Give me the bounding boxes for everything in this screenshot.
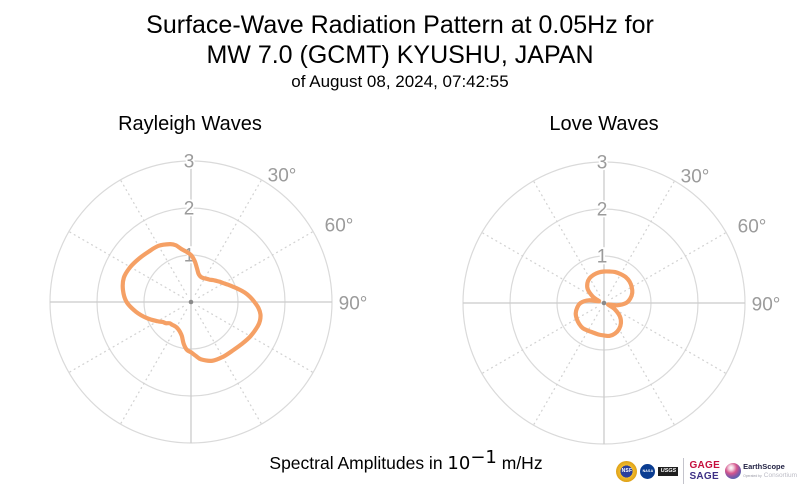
gage-sage-logo: GAGE SAGE <box>689 459 721 482</box>
usgs-logo: USGS <box>658 466 679 476</box>
dotted-spoke <box>198 305 314 374</box>
figure-title-line1: Surface-Wave Radiation Pattern at 0.05Hz… <box>146 11 654 39</box>
polar-axes: 1 2 3 30° 60° 90° <box>462 151 781 445</box>
nasa-logo: NASA <box>640 463 656 479</box>
earthscope-name: EarthScope <box>743 462 785 472</box>
earthscope-operated-by: Operated by <box>743 473 762 478</box>
polar-grid <box>49 160 333 444</box>
center-dot <box>188 299 194 305</box>
figure-title-line2: MW 7.0 (GCMT) KYUSHU, JAPAN <box>206 41 594 69</box>
love-plot-title: Love Waves <box>549 113 659 135</box>
dotted-spoke <box>119 309 188 425</box>
dotted-spoke <box>607 310 676 426</box>
love-polar-plot: 1 2 3 30° 60° 90° <box>424 123 784 483</box>
sage-logo-text: SAGE <box>689 470 719 482</box>
angle-tick-label: 30° <box>681 167 710 188</box>
dotted-spoke <box>198 230 314 299</box>
dotted-spoke <box>481 306 597 375</box>
center-dot <box>601 300 607 306</box>
angle-tick-label: 60° <box>325 216 354 237</box>
radial-tick-label: 3 <box>184 152 195 173</box>
rayleigh-polar-plot: 1 2 3 30° 60° 90° <box>11 122 371 482</box>
caption-suffix: m/Hz <box>496 453 543 473</box>
dotted-spoke <box>611 306 727 375</box>
amplitude-units-caption: Spectral Amplitudes in 10−1 m/Hz <box>0 447 800 474</box>
angle-tick-label: 60° <box>738 217 767 238</box>
dotted-spoke <box>194 179 263 295</box>
dotted-spoke <box>611 231 727 300</box>
dotted-spoke <box>532 310 601 426</box>
earthscope-logo: EarthScope Operated by Consortium <box>725 463 797 479</box>
dotted-spoke <box>607 180 676 296</box>
angle-tick-label: 90° <box>752 295 781 316</box>
nasa-logo-text: NASA <box>642 469 654 473</box>
caption-prefix: Spectral Amplitudes in <box>269 453 448 473</box>
angle-tick-label: 30° <box>268 166 297 187</box>
caption-base-number: 10 <box>447 453 471 474</box>
logo-strip: NSF NASA USGS GAGE SAGE EarthScope Opera… <box>616 455 797 487</box>
logo-divider <box>683 458 685 484</box>
dotted-spoke <box>68 230 184 299</box>
radial-tick-label: 3 <box>597 153 608 174</box>
dotted-spoke <box>119 179 188 295</box>
usgs-logo-text: USGS <box>660 468 677 474</box>
earthscope-text: EarthScope Operated by Consortium <box>743 462 797 479</box>
nsf-logo-text: NSF <box>621 468 633 474</box>
angle-tick-label: 90° <box>339 294 368 315</box>
nsf-logo: NSF <box>616 460 638 482</box>
earthscope-consortium: Consortium <box>763 471 797 479</box>
rayleigh-plot-title: Rayleigh Waves <box>118 113 262 135</box>
dotted-spoke <box>194 309 263 425</box>
radial-tick-label: 2 <box>597 200 608 221</box>
rayleigh-radiation-amplitude-curve <box>120 242 263 363</box>
earthscope-sphere-icon <box>725 463 742 479</box>
dotted-spoke <box>68 305 184 374</box>
dotted-spoke <box>532 180 601 296</box>
figure-subtitle: of August 08, 2024, 07:42:55 <box>291 72 509 91</box>
radial-tick-label: 2 <box>184 199 195 220</box>
radial-tick-label: 1 <box>597 247 608 268</box>
love-radiation-amplitude-curve <box>573 269 635 339</box>
dotted-spoke <box>481 231 597 300</box>
gage-logo-text: GAGE <box>689 459 721 471</box>
caption-exponent: −1 <box>470 447 497 468</box>
